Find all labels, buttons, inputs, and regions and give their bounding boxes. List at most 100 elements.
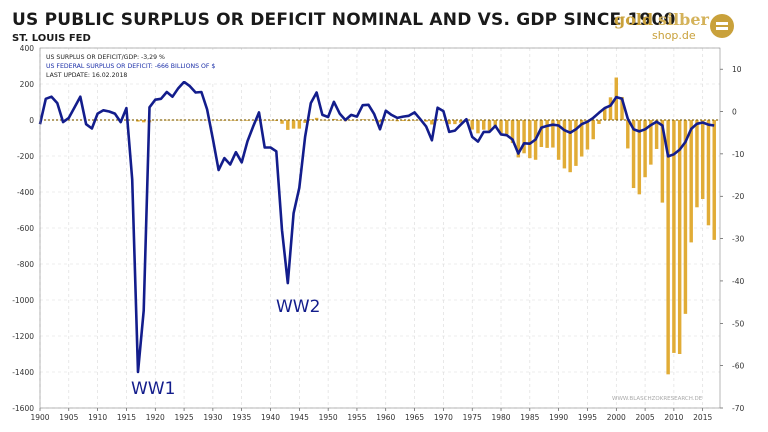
y-right-tick-label: -20 bbox=[732, 192, 744, 201]
deficit-bar bbox=[268, 120, 273, 121]
deficit-bar bbox=[378, 120, 382, 123]
x-tick-label: 1910 bbox=[88, 413, 107, 422]
deficit-bar bbox=[430, 120, 434, 125]
annotation-ww1: WW1 bbox=[131, 379, 175, 399]
y-right-tick-label: -40 bbox=[732, 277, 744, 286]
y-left-tick-label: -200 bbox=[17, 152, 34, 161]
y-left-tick-label: 0 bbox=[29, 116, 34, 125]
x-tick-label: 1945 bbox=[290, 413, 309, 422]
x-tick-label: 1965 bbox=[405, 413, 424, 422]
deficit-bar bbox=[280, 120, 284, 124]
info-line-update: LAST UPDATE: 16.02.2018 bbox=[46, 72, 127, 79]
deficit-bar bbox=[424, 120, 428, 122]
x-tick-label: 1915 bbox=[117, 413, 136, 422]
x-tick-label: 1975 bbox=[463, 413, 482, 422]
deficit-bar bbox=[136, 120, 140, 122]
deficit-bar bbox=[510, 120, 515, 144]
deficit-bar bbox=[597, 120, 601, 124]
deficit-bar bbox=[165, 119, 169, 121]
deficit-bar bbox=[458, 120, 463, 123]
deficit-bar bbox=[360, 119, 365, 120]
y-left-tick-label: 400 bbox=[20, 44, 35, 53]
deficit-bar bbox=[700, 120, 705, 200]
deficit-bar bbox=[487, 120, 492, 131]
x-tick-label: 1930 bbox=[203, 413, 222, 422]
deficit-bar bbox=[372, 120, 376, 121]
x-tick-label: 2000 bbox=[607, 413, 626, 422]
deficit-bar bbox=[303, 120, 307, 123]
y-right-tick-label: 10 bbox=[732, 65, 742, 74]
info-line-nominal: US FEDERAL SURPLUS OR DEFICIT: -666 BILL… bbox=[46, 63, 215, 70]
deficit-bar bbox=[603, 107, 607, 120]
y-left-tick-label: -1000 bbox=[12, 296, 34, 305]
deficit-bar bbox=[505, 120, 509, 135]
x-tick-label: 2005 bbox=[636, 413, 655, 422]
x-tick-label: 1905 bbox=[59, 413, 78, 422]
deficit-bar bbox=[562, 120, 567, 169]
deficit-bar bbox=[453, 120, 457, 125]
deficit-bar bbox=[689, 120, 693, 243]
coin-icon bbox=[710, 14, 734, 38]
y-right-tick-label: 0 bbox=[732, 108, 737, 117]
x-tick-label: 1900 bbox=[30, 413, 49, 422]
x-tick-label: 1935 bbox=[232, 413, 251, 422]
deficit-bar bbox=[441, 120, 446, 121]
deficit-bar bbox=[193, 119, 198, 121]
deficit-bar bbox=[574, 120, 578, 166]
deficit-gdp-line bbox=[38, 80, 715, 374]
x-tick-label: 1985 bbox=[520, 413, 539, 422]
deficit-bar bbox=[539, 120, 544, 147]
y-right-tick-label: -50 bbox=[732, 319, 744, 328]
deficit-bar bbox=[482, 120, 486, 130]
deficit-bar bbox=[660, 120, 665, 203]
chart-subtitle: ST. LOUIS FED bbox=[12, 33, 91, 44]
annotation-ww2: WW2 bbox=[276, 297, 320, 317]
y-right-tick-label: -10 bbox=[732, 150, 744, 159]
deficit-bar bbox=[493, 120, 497, 128]
deficit-bar bbox=[556, 120, 561, 160]
chart-title: US PUBLIC SURPLUS OR DEFICIT NOMINAL AND… bbox=[12, 10, 676, 30]
axes: 4002000-200-400-600-800-1000-1200-1400-1… bbox=[12, 44, 744, 422]
deficit-bar bbox=[712, 120, 716, 240]
y-left-tick-label: -1400 bbox=[12, 368, 34, 377]
logo-domain: shop.de bbox=[652, 29, 696, 42]
deficit-bar bbox=[631, 120, 636, 189]
deficit-bar bbox=[216, 120, 221, 121]
brand-logo: gold silber shop.de bbox=[614, 10, 734, 44]
y-left-tick-label: 200 bbox=[20, 80, 35, 89]
logo-word-silber: silber bbox=[658, 10, 709, 29]
x-tick-label: 2015 bbox=[693, 413, 712, 422]
x-tick-label: 1955 bbox=[347, 413, 366, 422]
deficit-bar bbox=[545, 120, 549, 148]
logo-word-gold: gold bbox=[614, 10, 654, 29]
deficit-bar bbox=[706, 120, 711, 226]
deficit-bar bbox=[291, 120, 296, 129]
x-tick-label: 1970 bbox=[434, 413, 453, 422]
deficit-bar bbox=[666, 120, 670, 375]
deficit-bar bbox=[470, 120, 474, 130]
deficit-bar bbox=[286, 120, 290, 130]
deficit-bar bbox=[228, 120, 232, 121]
deficit-bar bbox=[412, 120, 417, 121]
deficit-bar bbox=[297, 120, 302, 129]
x-tick-label: 1925 bbox=[175, 413, 194, 422]
deficit-bar bbox=[337, 120, 342, 121]
deficit-bar bbox=[620, 96, 624, 120]
info-box bbox=[44, 50, 324, 81]
deficit-bar bbox=[568, 120, 572, 173]
deficit-bar bbox=[579, 120, 584, 157]
y-left-tick-label: -600 bbox=[17, 224, 34, 233]
deficit-bar bbox=[447, 120, 451, 125]
deficit-bar bbox=[695, 120, 699, 208]
x-tick-label: 1920 bbox=[146, 413, 165, 422]
x-tick-label: 1990 bbox=[549, 413, 568, 422]
y-right-tick-label: -60 bbox=[732, 362, 744, 371]
deficit-bar bbox=[522, 120, 526, 154]
x-tick-label: 2010 bbox=[664, 413, 683, 422]
deficit-bar bbox=[349, 120, 353, 121]
deficit-bar bbox=[626, 120, 630, 149]
line-series bbox=[38, 80, 715, 374]
y-left-tick-label: -800 bbox=[17, 260, 34, 269]
x-tick-label: 1940 bbox=[261, 413, 280, 422]
